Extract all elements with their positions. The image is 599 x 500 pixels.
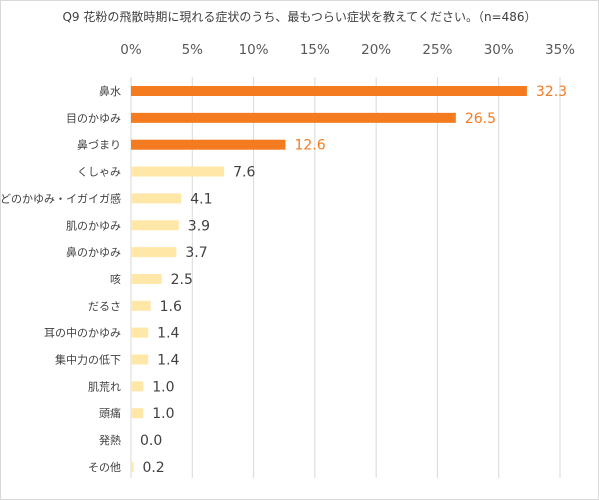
category-label: その他 [88,461,121,474]
data-label: 1.4 [157,353,179,369]
bar [131,220,179,231]
data-label: 3.9 [188,218,210,234]
x-tick-label: 15% [300,42,330,58]
x-tick-label: 30% [484,42,514,58]
x-tick-label: 0% [120,42,142,58]
category-label: 肌荒れ [88,380,121,393]
data-label: 2.5 [171,272,193,288]
category-label: 鼻水 [99,84,121,98]
data-label: 7.6 [233,165,255,181]
data-label: 12.6 [294,138,325,154]
bar [131,354,149,365]
bar [131,247,177,258]
x-tick-label: 35% [545,42,575,58]
bar [131,300,151,311]
data-label: 1.0 [152,379,174,395]
bar [131,408,144,419]
bar [131,112,456,123]
data-label: 4.1 [190,191,212,207]
data-label: 32.3 [536,84,567,100]
bar [131,86,527,96]
bar [131,193,182,204]
category-label: 肌のかゆみ [66,219,121,232]
data-label: 3.7 [185,245,207,261]
category-label: 耳の中のかゆみ [44,327,121,340]
data-label: 1.0 [152,406,174,422]
bar [131,139,286,150]
category-label: くしゃみ [77,166,121,179]
data-label: 1.4 [157,326,179,342]
bar [131,381,144,392]
category-label: だるさ [88,300,121,313]
data-label: 1.6 [160,299,182,315]
bar [131,327,149,338]
category-label: のどのかゆみ・イガイガ感 [0,192,121,205]
chart-title: Q9 花粉の飛散時期に現れる症状のうち、最もつらい症状を教えてください。（n=4… [62,10,537,24]
x-tick-label: 20% [361,42,391,58]
bar [131,273,162,284]
category-label: 発熱 [99,433,121,447]
data-label: 26.5 [465,111,496,127]
category-label: 咳 [110,272,121,286]
bar [131,166,225,177]
x-tick-label: 25% [422,42,452,58]
category-label: 頭痛 [99,406,121,420]
category-label: 目のかゆみ [66,112,121,125]
category-label: 集中力の低下 [55,353,121,367]
data-label: 0.2 [142,460,164,476]
x-tick-label: 10% [239,42,269,58]
category-label: 鼻のかゆみ [66,245,121,259]
data-label: 0.0 [140,433,162,449]
x-tick-label: 5% [182,42,204,58]
category-label: 鼻づまり [77,138,121,152]
bar [131,461,134,472]
